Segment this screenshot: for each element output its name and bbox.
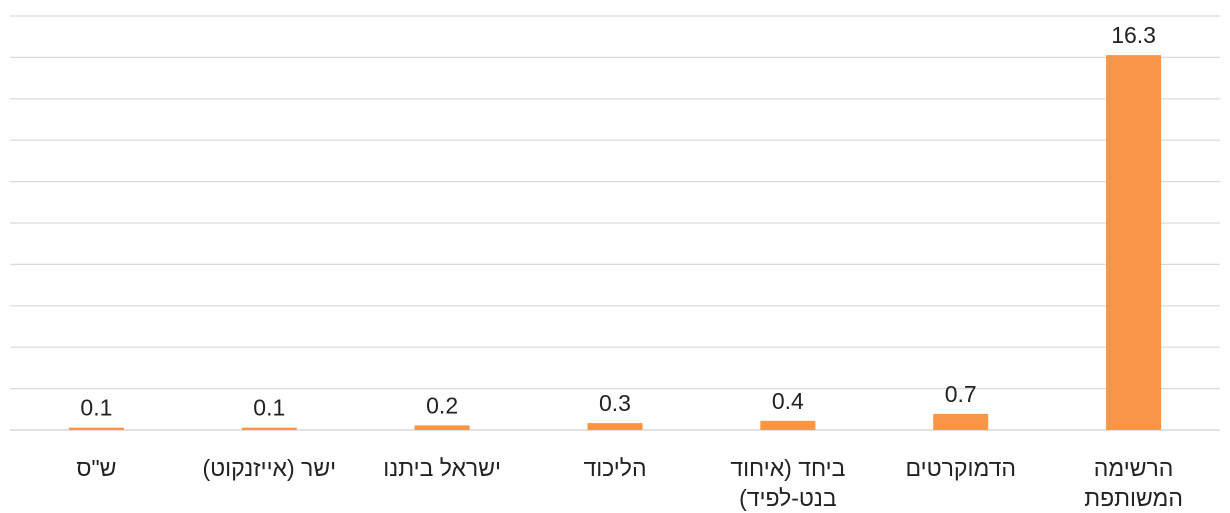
category-label: ביחד (איחוד xyxy=(730,455,845,481)
data-label: 0.2 xyxy=(426,392,458,418)
gridlines xyxy=(10,15,1220,431)
bar xyxy=(760,420,816,430)
bar xyxy=(1106,55,1162,430)
bar xyxy=(587,423,643,430)
category-label: ש"ס xyxy=(76,455,116,481)
bars xyxy=(68,55,1162,430)
value-labels: 16.3 0.7 0.4 0.3 0.2 0.1 0.1 xyxy=(80,22,1156,421)
category-label: הליכוד xyxy=(583,455,646,481)
category-label: ישראל ביתנו xyxy=(383,455,501,481)
data-label: 0.3 xyxy=(599,390,631,416)
category-labels: הרשימה המשותפת הדמוקרטים ביחד (איחוד בנט-לפי… xyxy=(76,455,1183,511)
bar xyxy=(933,413,989,430)
category-label: הדמוקרטים xyxy=(906,455,1016,481)
data-label: 0.1 xyxy=(80,395,112,421)
category-label: המשותפת xyxy=(1084,485,1183,511)
category-label: ישר (אייזנקוט) xyxy=(202,455,336,481)
data-label: 0.7 xyxy=(945,381,977,407)
data-label: 16.3 xyxy=(1111,22,1156,48)
data-label: 0.4 xyxy=(772,388,804,414)
category-label: בנט-לפיד) xyxy=(739,485,837,511)
category-label: הרשימה xyxy=(1094,455,1174,481)
bar xyxy=(68,427,124,430)
bar xyxy=(414,425,470,430)
bar xyxy=(241,427,297,430)
data-label: 0.1 xyxy=(253,395,285,421)
